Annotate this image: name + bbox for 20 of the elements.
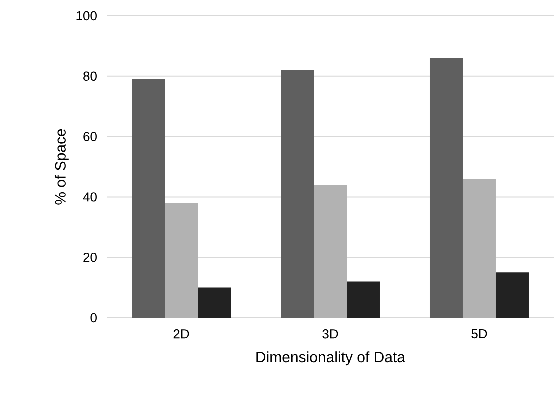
y-axis-title: % of Space [54,129,69,205]
x-tick-label: 3D [322,330,338,339]
bar [165,203,198,318]
y-tick-label: 80 [84,72,97,81]
bar [347,282,380,318]
y-tick-label: 100 [76,11,97,21]
x-axis-title: Dimensionality of Data [256,352,406,366]
bar [132,79,165,318]
x-tick-label: 2D [174,330,190,339]
y-tick-label: 60 [84,132,97,142]
bar [496,272,529,318]
x-tick-label: 5D [472,330,488,339]
y-tick-label: 20 [84,252,97,262]
bar [281,70,314,318]
bar [198,288,232,318]
y-tick-label: 0 [90,313,97,323]
bar [462,179,496,318]
y-tick-label: 40 [83,192,97,202]
bar [430,58,463,318]
bar [314,185,347,318]
